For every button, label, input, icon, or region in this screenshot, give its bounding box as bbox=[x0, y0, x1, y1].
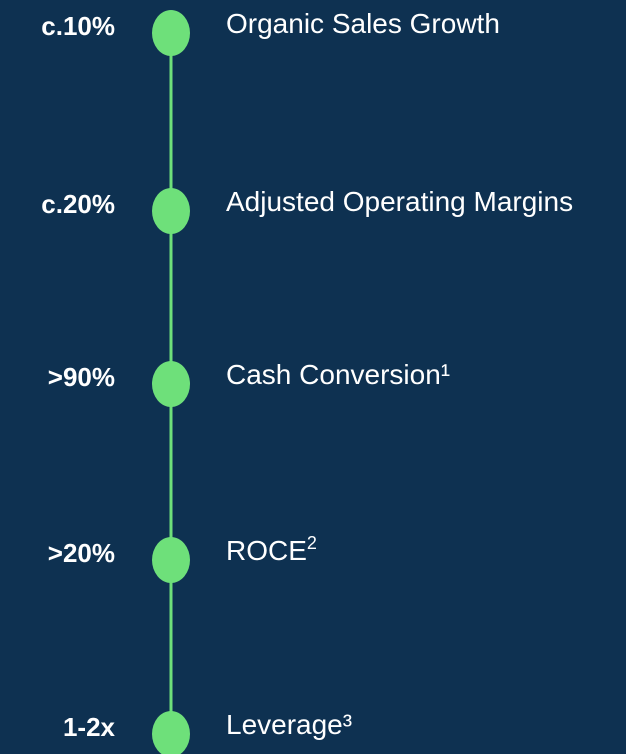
kpi-label: ROCE2 bbox=[226, 533, 317, 567]
milestone-dot bbox=[152, 711, 190, 754]
milestone-dot bbox=[152, 361, 190, 407]
kpi-label-text: Adjusted Operating Margins bbox=[226, 186, 573, 217]
rows: c.10% Organic Sales Growth c.20% Adjusted O… bbox=[41, 8, 573, 754]
milestone-dot bbox=[152, 10, 190, 56]
kpi-footnote: 2 bbox=[307, 533, 317, 553]
kpi-label-text: Organic Sales Growth bbox=[226, 8, 500, 39]
kpi-value: c.20% bbox=[41, 189, 115, 219]
kpi-label: Cash Conversion¹ bbox=[226, 359, 450, 390]
kpi-label: Leverage³ bbox=[226, 709, 352, 740]
kpi-label-text: Leverage³ bbox=[226, 709, 352, 740]
kpi-label: Adjusted Operating Margins bbox=[226, 186, 573, 217]
kpi-value: >90% bbox=[48, 362, 115, 392]
milestone-dot bbox=[152, 537, 190, 583]
kpi-label: Organic Sales Growth bbox=[226, 8, 500, 39]
kpi-value: c.10% bbox=[41, 11, 115, 41]
milestone-dot bbox=[152, 188, 190, 234]
kpi-label-text: ROCE bbox=[226, 535, 307, 566]
kpi-value: 1-2x bbox=[63, 712, 116, 742]
kpi-label-text: Cash Conversion¹ bbox=[226, 359, 450, 390]
kpi-value: >20% bbox=[48, 538, 115, 568]
